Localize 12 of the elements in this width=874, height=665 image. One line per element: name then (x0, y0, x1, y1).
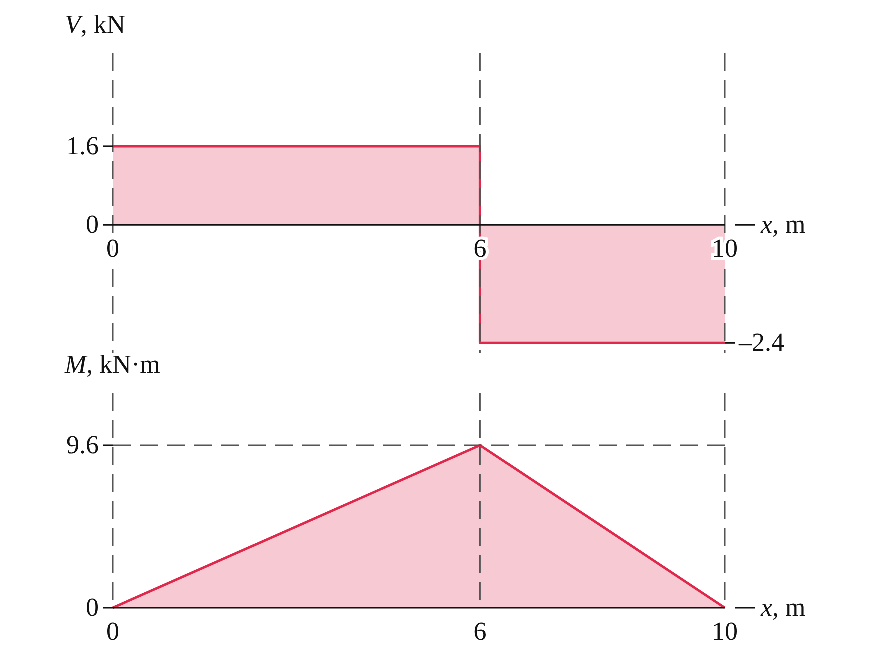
y-axis-title: V, kN (65, 10, 126, 39)
y-tick-label: 9.6 (66, 430, 99, 460)
x-tick-label: 10 (712, 617, 738, 646)
y-tick-label: 0 (86, 593, 99, 622)
y-axis-title: M, kN·m (64, 350, 160, 379)
x-tick-label: 0 (106, 617, 120, 646)
y-tick-label: 0 (86, 210, 99, 240)
y-tick-label: 1.6 (66, 131, 99, 160)
x-axis-title: x, m (760, 210, 806, 240)
x-axis-title: x, m (760, 593, 806, 622)
annotation: –2.4 (738, 328, 784, 358)
x-tick-label: 6 (474, 617, 487, 646)
